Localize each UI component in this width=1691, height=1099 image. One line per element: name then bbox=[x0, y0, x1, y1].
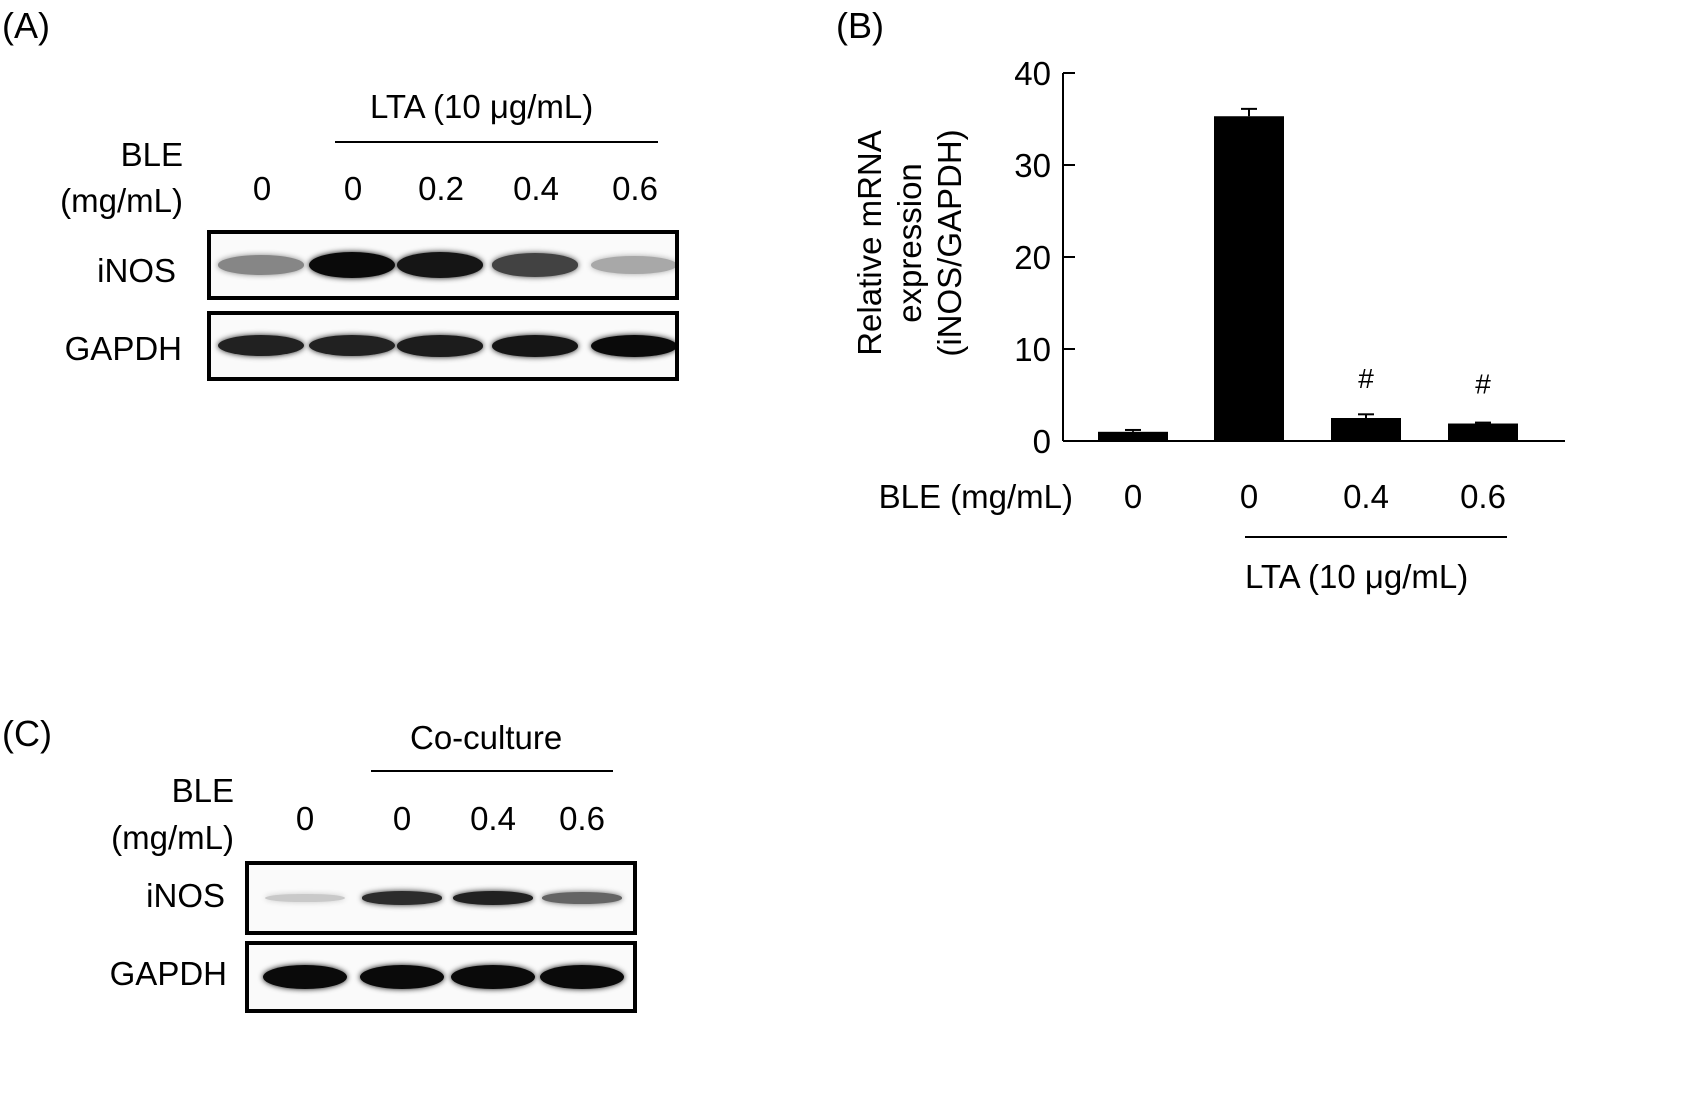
panel-a-inos-blot bbox=[207, 230, 679, 300]
panel-c-dose-3: 0.4 bbox=[470, 800, 516, 837]
bar-chart: 0 10 20 30 40 Relative mRNA expression (iNOS/G… bbox=[851, 55, 1565, 460]
y-tick-label: 10 bbox=[1014, 331, 1051, 368]
panel-a-gapdh-blot bbox=[207, 311, 679, 381]
x-tick-label: 0 bbox=[1123, 478, 1143, 515]
bar bbox=[1098, 431, 1168, 441]
panel-a-label: (A) bbox=[2, 5, 50, 46]
x-tick-label: 0.6 bbox=[1460, 478, 1506, 515]
gapdh-band bbox=[218, 335, 304, 357]
inos-band bbox=[397, 252, 483, 278]
panel-a-dose-unit: (mg/mL) bbox=[60, 182, 183, 219]
gapdh-band bbox=[591, 335, 675, 357]
panel-c-gapdh-blot bbox=[245, 941, 637, 1013]
gapdh-band bbox=[309, 335, 395, 357]
y-tick-label: 30 bbox=[1014, 147, 1051, 184]
group-bracket bbox=[1245, 536, 1507, 538]
gapdh-band bbox=[492, 335, 578, 357]
y-tick-label: 40 bbox=[1014, 55, 1051, 92]
gapdh-band bbox=[540, 965, 624, 989]
panel-c-dose-1: 0 bbox=[295, 800, 315, 837]
y-tick-label: 20 bbox=[1014, 239, 1051, 276]
panel-a-blot-label-inos: iNOS bbox=[97, 252, 176, 289]
inos-band bbox=[218, 255, 304, 275]
panel-c-treatment-label: Co-culture bbox=[410, 719, 563, 756]
x-tick-label: 0.4 bbox=[1343, 478, 1389, 515]
gapdh-band bbox=[397, 335, 483, 357]
y-axis-title: Relative mRNA expression (iNOS/GAPDH) bbox=[851, 129, 968, 356]
panel-a-blot-label-gapdh: GAPDH bbox=[64, 330, 182, 367]
x-tick-label: 0 bbox=[1239, 478, 1259, 515]
significance-marker: # bbox=[1475, 369, 1491, 400]
y-axis-title-line: expression bbox=[891, 163, 928, 323]
panel-a-treatment-label: LTA (10 μg/mL) bbox=[370, 88, 594, 125]
panel-a-dose-3: 0.2 bbox=[418, 170, 464, 207]
panel-c-dose-4: 0.6 bbox=[559, 800, 605, 837]
gapdh-band bbox=[360, 965, 444, 989]
panel-c-dose-2: 0 bbox=[392, 800, 412, 837]
panel-c-label: (C) bbox=[2, 713, 52, 754]
panel-a-dose-1: 0 bbox=[252, 170, 272, 207]
inos-band bbox=[591, 256, 675, 274]
bar bbox=[1331, 418, 1401, 441]
bar bbox=[1214, 116, 1284, 442]
gapdh-band bbox=[451, 965, 535, 989]
panel-c-blot-label-gapdh: GAPDH bbox=[109, 955, 227, 992]
panel-c-dose-label: BLE bbox=[171, 772, 234, 809]
panel-b-label: (B) bbox=[836, 5, 884, 46]
panel-a-dose-4: 0.4 bbox=[513, 170, 559, 207]
significance-marker: # bbox=[1358, 363, 1374, 394]
inos-band bbox=[453, 891, 533, 905]
panel-c-inos-blot bbox=[245, 861, 637, 935]
y-tick-label: 0 bbox=[1033, 423, 1051, 460]
inos-band bbox=[309, 252, 395, 278]
gapdh-band bbox=[263, 965, 347, 989]
y-axis: 0 10 20 30 40 bbox=[1014, 55, 1565, 460]
panel-a-treatment-bracket bbox=[335, 141, 658, 143]
panel-a-dose-label: BLE bbox=[120, 136, 183, 173]
bars-group: # # bbox=[1098, 107, 1518, 442]
inos-band bbox=[362, 891, 442, 905]
panel-a-dose-5: 0.6 bbox=[612, 170, 658, 207]
panel-c-dose-unit: (mg/mL) bbox=[111, 819, 234, 856]
inos-band bbox=[265, 893, 345, 903]
bar bbox=[1448, 423, 1518, 441]
inos-band bbox=[542, 892, 622, 904]
panel-a-dose-2: 0 bbox=[343, 170, 363, 207]
panel-c-treatment-bracket bbox=[371, 770, 613, 772]
inos-band bbox=[492, 253, 578, 277]
panel-c-blot-label-inos: iNOS bbox=[146, 877, 225, 914]
group-label: LTA (10 μg/mL) bbox=[1245, 558, 1469, 595]
y-axis-title-line: (iNOS/GAPDH) bbox=[931, 129, 968, 356]
x-axis-title: BLE (mg/mL) bbox=[878, 478, 1073, 515]
y-axis-title-line: Relative mRNA bbox=[851, 130, 888, 356]
